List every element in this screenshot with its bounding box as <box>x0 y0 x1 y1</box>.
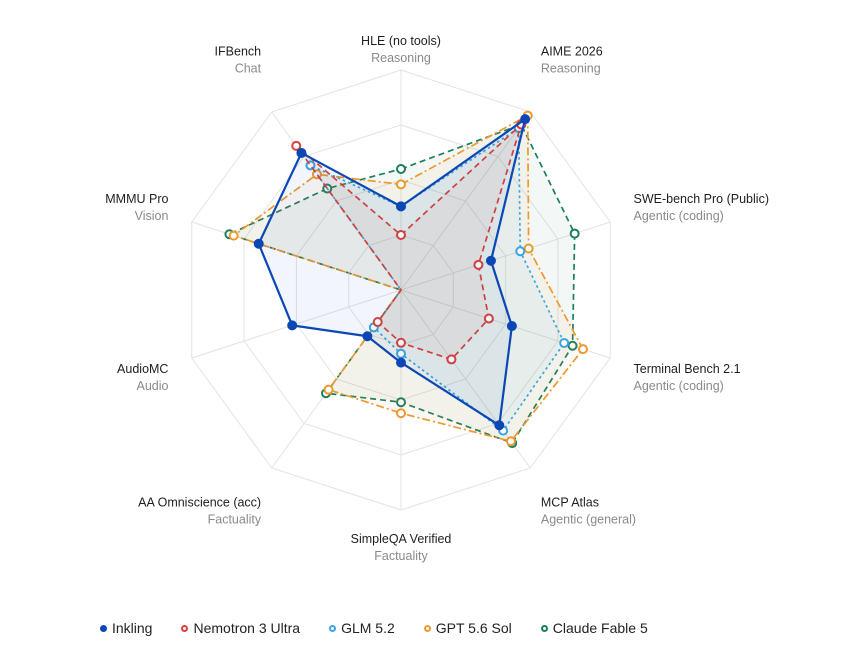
point-inkling-3 <box>485 255 496 266</box>
point-inkling-1 <box>396 201 406 212</box>
legend-item: GPT 5.6 Sol <box>423 620 512 636</box>
point-claude-fable-5-6 <box>396 397 406 408</box>
legend-marker-icon <box>181 624 189 632</box>
axis-category: Factuality <box>374 549 428 563</box>
axis-category: Agentic (general) <box>541 512 636 526</box>
legend-marker-icon <box>423 624 431 632</box>
series-line-glm-5-2 <box>309 127 566 432</box>
point-inkling-4 <box>506 321 517 332</box>
legend-label: GLM 5.2 <box>341 620 395 636</box>
axis-label: HLE (no tools) <box>361 34 441 48</box>
series-inkling <box>253 114 531 431</box>
legend-label: Nemotron 3 Ultra <box>193 620 301 636</box>
point-nemotron-3-ultra-5 <box>446 354 457 365</box>
point-gpt-5-6-sol-9 <box>228 230 239 241</box>
point-nemotron-3-ultra-10 <box>291 140 302 151</box>
legend-marker-icon <box>540 624 548 632</box>
axis-label: SimpleQA Verified <box>351 532 452 546</box>
axis-category: Reasoning <box>541 62 601 76</box>
legend-marker-icon <box>329 624 337 632</box>
grid-spoke-2 <box>400 111 531 291</box>
series-line-gpt-5-6-sol <box>232 114 584 443</box>
point-claude-fable-5-4 <box>567 340 578 351</box>
axis-category: Audio <box>136 379 168 393</box>
axis-label: SWE-bench Pro (Public) <box>634 192 769 206</box>
axis-label: AudioMC <box>117 362 168 376</box>
point-nemotron-3-ultra-6 <box>396 337 406 348</box>
legend: Inkling Nemotron 3 Ultra GLM 5.2 GPT 5.6 So… <box>100 620 677 636</box>
axis-category: Agentic (coding) <box>634 209 724 223</box>
point-gpt-5-6-sol-4 <box>578 344 589 355</box>
radar-chart: HLE (no tools) Reasoning AIME 2026 Reasonin… <box>105 34 769 563</box>
point-inkling-6 <box>396 357 406 368</box>
axis-category: Reasoning <box>371 51 431 65</box>
radar-series-group <box>224 110 589 449</box>
point-nemotron-3-ultra-4 <box>483 313 494 324</box>
point-inkling-5 <box>494 420 505 431</box>
point-claude-fable-5-3 <box>569 228 580 239</box>
point-nemotron-3-ultra-1 <box>396 230 406 240</box>
axis-label: AIME 2026 <box>541 45 603 59</box>
axis-category: Agentic (coding) <box>634 379 724 393</box>
legend-item: Claude Fable 5 <box>540 620 648 636</box>
legend-item: Nemotron 3 Ultra <box>181 620 300 636</box>
axis-label: MMMU Pro <box>105 192 168 206</box>
legend-label: GPT 5.6 Sol <box>435 620 512 636</box>
point-inkling-10 <box>296 147 307 158</box>
legend-label: Claude Fable 5 <box>552 620 648 636</box>
series-line-nemotron-3-ultra <box>295 123 523 361</box>
legend-item: GLM 5.2 <box>329 620 395 636</box>
axis-category: Vision <box>135 209 169 223</box>
axis-label: IFBench <box>215 45 262 59</box>
axis-label: MCP Atlas <box>541 495 599 509</box>
point-nemotron-3-ultra-3 <box>473 259 484 270</box>
axis-labels: HLE (no tools) Reasoning AIME 2026 Reasonin… <box>105 34 769 563</box>
legend-label: Inkling <box>112 620 153 636</box>
point-inkling-9 <box>253 238 264 249</box>
point-gpt-5-6-sol-1 <box>396 179 406 190</box>
point-gpt-5-6-sol-5 <box>505 436 516 447</box>
point-inkling-2 <box>520 114 531 125</box>
axis-label: AA Omniscience (acc) <box>138 495 261 509</box>
point-inkling-8 <box>287 320 298 331</box>
legend-item: Inkling <box>100 620 152 636</box>
point-claude-fable-5-1 <box>396 164 406 174</box>
point-gpt-5-6-sol-7 <box>323 384 334 395</box>
point-nemotron-3-ultra-7 <box>372 317 383 328</box>
legend-marker-icon <box>100 624 107 632</box>
point-glm-5-2-3 <box>515 246 526 257</box>
point-inkling-7 <box>362 331 373 342</box>
axis-label: Terminal Bench 2.1 <box>634 362 741 376</box>
point-gpt-5-6-sol-3 <box>523 243 534 254</box>
axis-category: Chat <box>235 62 262 76</box>
point-gpt-5-6-sol-6 <box>396 408 406 419</box>
point-glm-5-2-4 <box>559 338 570 349</box>
axis-category: Factuality <box>208 512 262 526</box>
